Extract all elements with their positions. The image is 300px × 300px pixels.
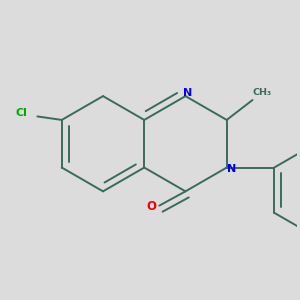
Text: N: N: [227, 164, 236, 174]
Text: N: N: [183, 88, 193, 98]
Text: O: O: [147, 200, 157, 213]
Text: Cl: Cl: [15, 108, 27, 118]
Text: CH₃: CH₃: [253, 88, 272, 97]
